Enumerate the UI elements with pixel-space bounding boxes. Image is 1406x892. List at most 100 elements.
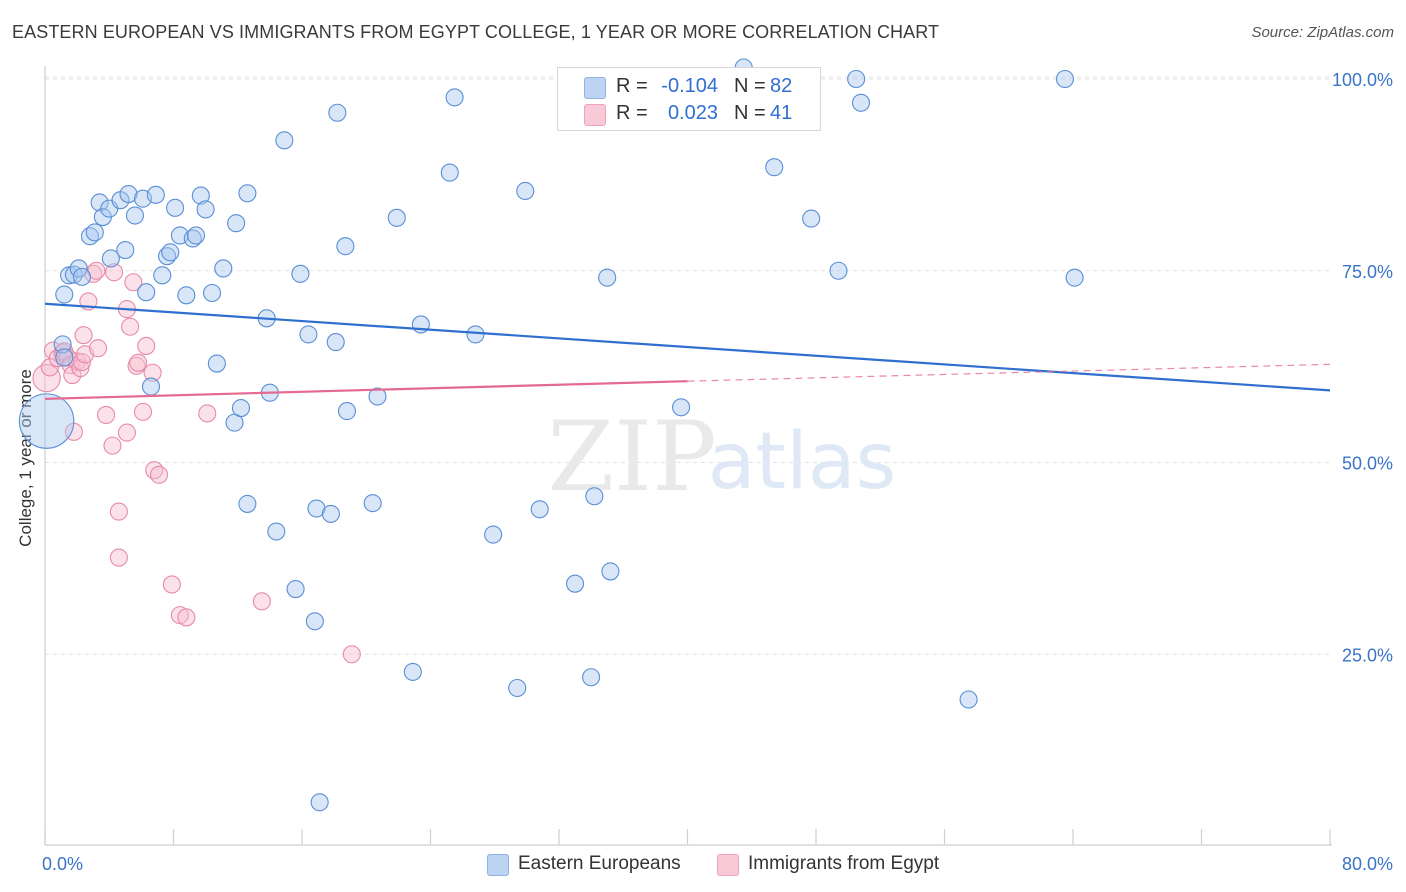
legend-swatch-pink	[584, 104, 606, 126]
data-point-eastern-europeans	[368, 387, 387, 406]
series-immigrants-from-egypt	[32, 261, 361, 664]
grid-lines	[45, 76, 1330, 655]
data-point-immigrants-from-egypt	[74, 326, 93, 345]
data-point-eastern-europeans	[387, 208, 406, 227]
data-point-eastern-europeans	[161, 243, 180, 262]
data-point-eastern-europeans	[765, 158, 784, 177]
data-point-eastern-europeans	[672, 398, 691, 417]
watermark-atlas: atlas	[708, 417, 897, 507]
data-point-immigrants-from-egypt	[109, 502, 128, 521]
data-point-eastern-europeans	[328, 103, 347, 122]
r-label: R =	[616, 102, 648, 124]
r-value: 0.023	[667, 102, 718, 124]
data-point-eastern-europeans	[601, 562, 620, 581]
data-point-eastern-europeans	[305, 612, 324, 631]
r-value: -0.104	[661, 75, 718, 97]
data-point-immigrants-from-egypt	[129, 353, 148, 372]
x-tick-label: 0.0%	[42, 854, 83, 874]
y-tick-label: 50.0%	[1342, 454, 1393, 474]
data-point-eastern-europeans	[119, 185, 138, 204]
data-point-eastern-europeans	[177, 286, 196, 305]
data-point-eastern-europeans	[55, 285, 74, 304]
data-point-eastern-europeans	[1055, 69, 1075, 89]
data-point-eastern-europeans	[959, 690, 978, 709]
data-point-eastern-europeans	[53, 335, 72, 354]
data-point-eastern-europeans	[337, 402, 357, 421]
data-point-eastern-europeans	[141, 377, 161, 396]
data-point-eastern-europeans	[1065, 268, 1084, 287]
data-point-immigrants-from-egypt	[96, 405, 116, 424]
data-point-eastern-europeans	[829, 261, 848, 280]
data-point-eastern-europeans	[530, 500, 549, 519]
legend-label: Eastern Europeans	[518, 853, 681, 874]
x-tick-labels: 0.0% 80.0%	[42, 854, 1393, 874]
legend-swatch-blue	[487, 854, 509, 876]
data-point-eastern-europeans	[101, 249, 120, 268]
data-point-eastern-europeans	[238, 184, 257, 203]
data-point-immigrants-from-egypt	[143, 363, 162, 382]
data-point-eastern-europeans	[125, 206, 144, 225]
y-tick-label: 100.0%	[1332, 70, 1393, 90]
n-value: 82	[770, 75, 793, 97]
data-point-immigrants-from-egypt	[177, 608, 196, 627]
r-label: R =	[616, 75, 648, 97]
data-point-immigrants-from-egypt	[103, 436, 122, 455]
watermark-zip: ZIP	[547, 401, 716, 513]
data-point-eastern-europeans	[508, 678, 527, 698]
data-point-immigrants-from-egypt	[71, 359, 90, 378]
data-point-eastern-europeans	[267, 522, 286, 541]
data-point-immigrants-from-egypt	[133, 402, 153, 421]
n-label: N =	[734, 75, 766, 97]
data-point-eastern-europeans	[598, 268, 617, 287]
source-label: Source: ZipAtlas.com	[1251, 24, 1394, 41]
data-point-eastern-europeans	[72, 267, 91, 286]
data-point-eastern-europeans	[440, 163, 459, 182]
data-point-eastern-europeans	[310, 793, 329, 812]
data-point-immigrants-from-egypt	[121, 317, 140, 336]
data-point-eastern-europeans	[566, 574, 585, 593]
data-point-eastern-europeans	[214, 259, 233, 278]
data-point-eastern-europeans	[18, 393, 75, 449]
data-point-immigrants-from-egypt	[117, 423, 136, 442]
data-point-eastern-europeans	[137, 283, 156, 302]
data-point-eastern-europeans	[275, 131, 294, 150]
trend-line-eastern-europeans	[44, 302, 1331, 392]
data-point-eastern-europeans	[207, 354, 226, 373]
data-point-eastern-europeans	[445, 88, 464, 107]
data-point-immigrants-from-egypt	[252, 592, 271, 611]
y-tick-label: 75.0%	[1342, 262, 1393, 282]
data-point-eastern-europeans	[203, 283, 222, 303]
legend-label: Immigrants from Egypt	[748, 853, 940, 874]
series-legend: Eastern Europeans Immigrants from Egypt	[0, 852, 1406, 878]
data-point-eastern-europeans	[802, 209, 821, 228]
y-tick-labels: 25.0% 50.0% 75.0% 100.0%	[1332, 70, 1393, 665]
chart-title: EASTERN EUROPEAN VS IMMIGRANTS FROM EGYP…	[12, 22, 940, 42]
data-point-eastern-europeans	[321, 504, 340, 523]
data-point-eastern-europeans	[299, 325, 318, 344]
data-point-immigrants-from-egypt	[137, 336, 156, 355]
x-tick-label: 80.0%	[1342, 854, 1393, 874]
data-point-eastern-europeans	[363, 494, 382, 513]
data-point-eastern-europeans	[186, 226, 206, 245]
data-point-eastern-europeans	[582, 668, 601, 687]
data-point-eastern-europeans	[90, 193, 109, 212]
legend-row-immigrants-from-egypt: R = 0.023 N = 41	[558, 100, 820, 128]
data-point-eastern-europeans	[85, 223, 104, 242]
data-point-eastern-europeans	[336, 237, 355, 256]
data-point-immigrants-from-egypt	[149, 465, 169, 484]
data-point-eastern-europeans	[153, 266, 172, 285]
trend-line-immigrants-from-egypt	[44, 380, 688, 400]
data-point-immigrants-from-egypt	[124, 273, 143, 292]
data-point-immigrants-from-egypt	[88, 339, 108, 358]
data-point-immigrants-from-egypt	[342, 645, 361, 664]
data-point-eastern-europeans	[238, 494, 257, 513]
data-point-eastern-europeans	[55, 348, 74, 367]
axes	[44, 66, 1332, 846]
y-tick-label: 25.0%	[1342, 645, 1393, 665]
data-point-immigrants-from-egypt	[127, 356, 146, 375]
n-value: 41	[770, 102, 793, 124]
trend-line-extension	[687, 363, 1331, 382]
data-point-eastern-europeans	[166, 198, 185, 217]
data-point-eastern-europeans	[291, 264, 310, 283]
